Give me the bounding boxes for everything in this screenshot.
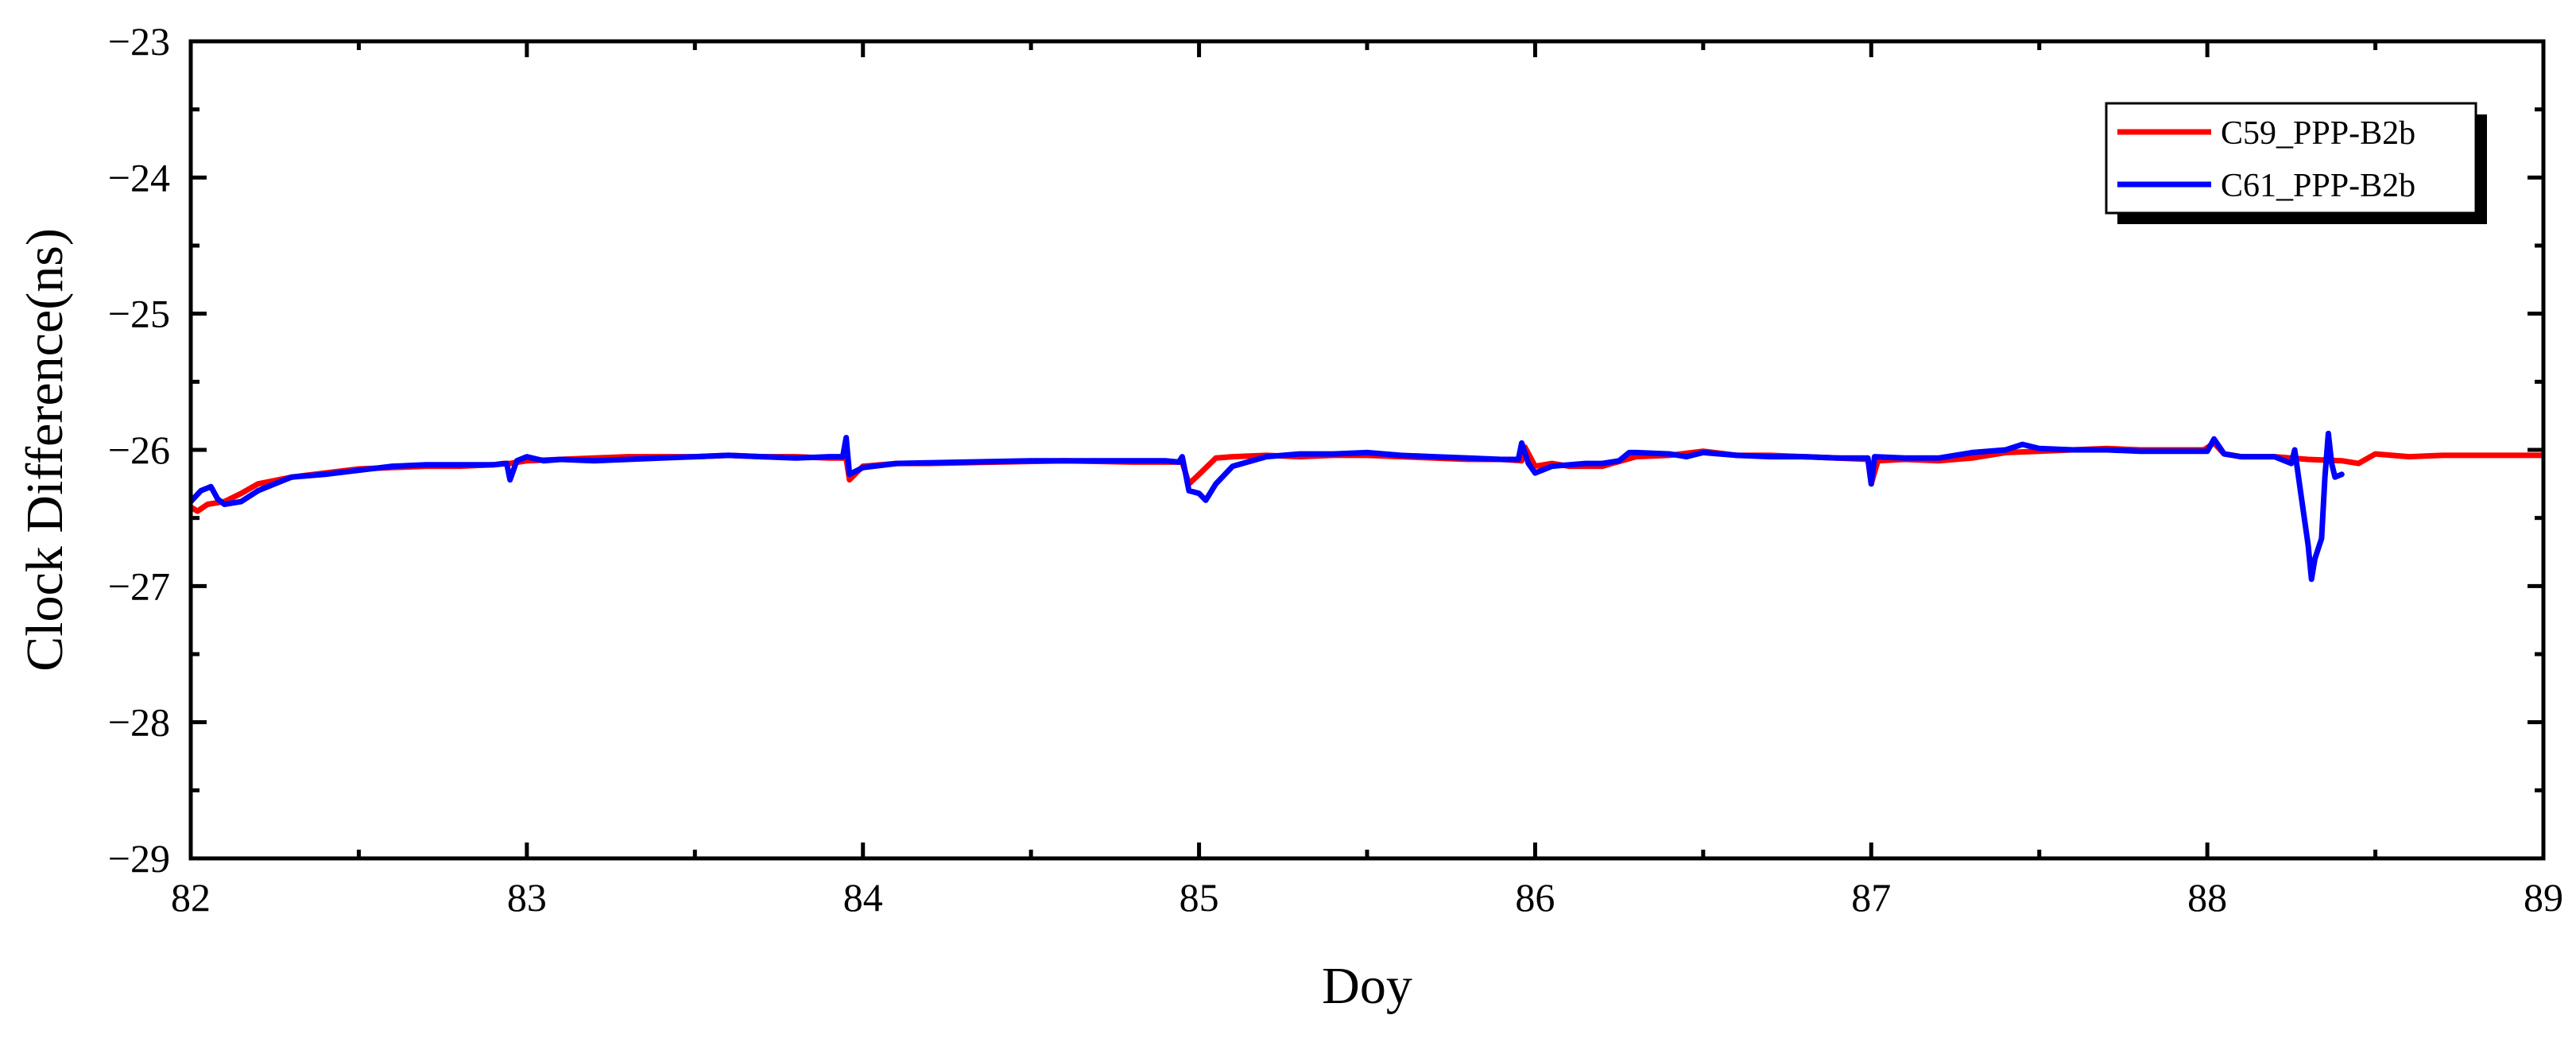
y-tick-label: −26 [108, 428, 170, 472]
y-tick-label: −23 [108, 19, 170, 64]
axis-ticks [188, 39, 2546, 861]
y-tick-label: −27 [108, 564, 170, 608]
x-tick-label: 88 [2187, 875, 2227, 920]
legend-label: C61_PPP-B2b [2221, 168, 2415, 204]
x-tick-label: 84 [843, 875, 883, 920]
x-tick-label: 83 [507, 875, 547, 920]
x-axis-title: Doy [1322, 957, 1412, 1015]
tick-labels: 82 83 84 85 86 87 88 89 −29 −28 −27 −26 −25 −24 −23 [108, 19, 2563, 920]
x-tick-label: 86 [1515, 875, 1555, 920]
series-layer [191, 430, 2543, 583]
x-tick-label: 82 [171, 875, 211, 920]
y-tick-label: −28 [108, 700, 170, 745]
y-tick-label: −29 [108, 836, 170, 881]
legend-box [2105, 102, 2477, 215]
legend: C59_PPP-B2b C61_PPP-B2b [2105, 102, 2487, 224]
legend-label: C59_PPP-B2b [2221, 115, 2415, 152]
y-axis-title: Clock Difference(ns) [16, 228, 74, 672]
x-tick-label: 89 [2524, 875, 2563, 920]
x-tick-label: 87 [1851, 875, 1891, 920]
y-tick-label: −24 [108, 155, 170, 199]
x-tick-label: 85 [1180, 875, 1219, 920]
series-line-2 [191, 430, 2345, 583]
y-tick-label: −25 [108, 292, 170, 336]
